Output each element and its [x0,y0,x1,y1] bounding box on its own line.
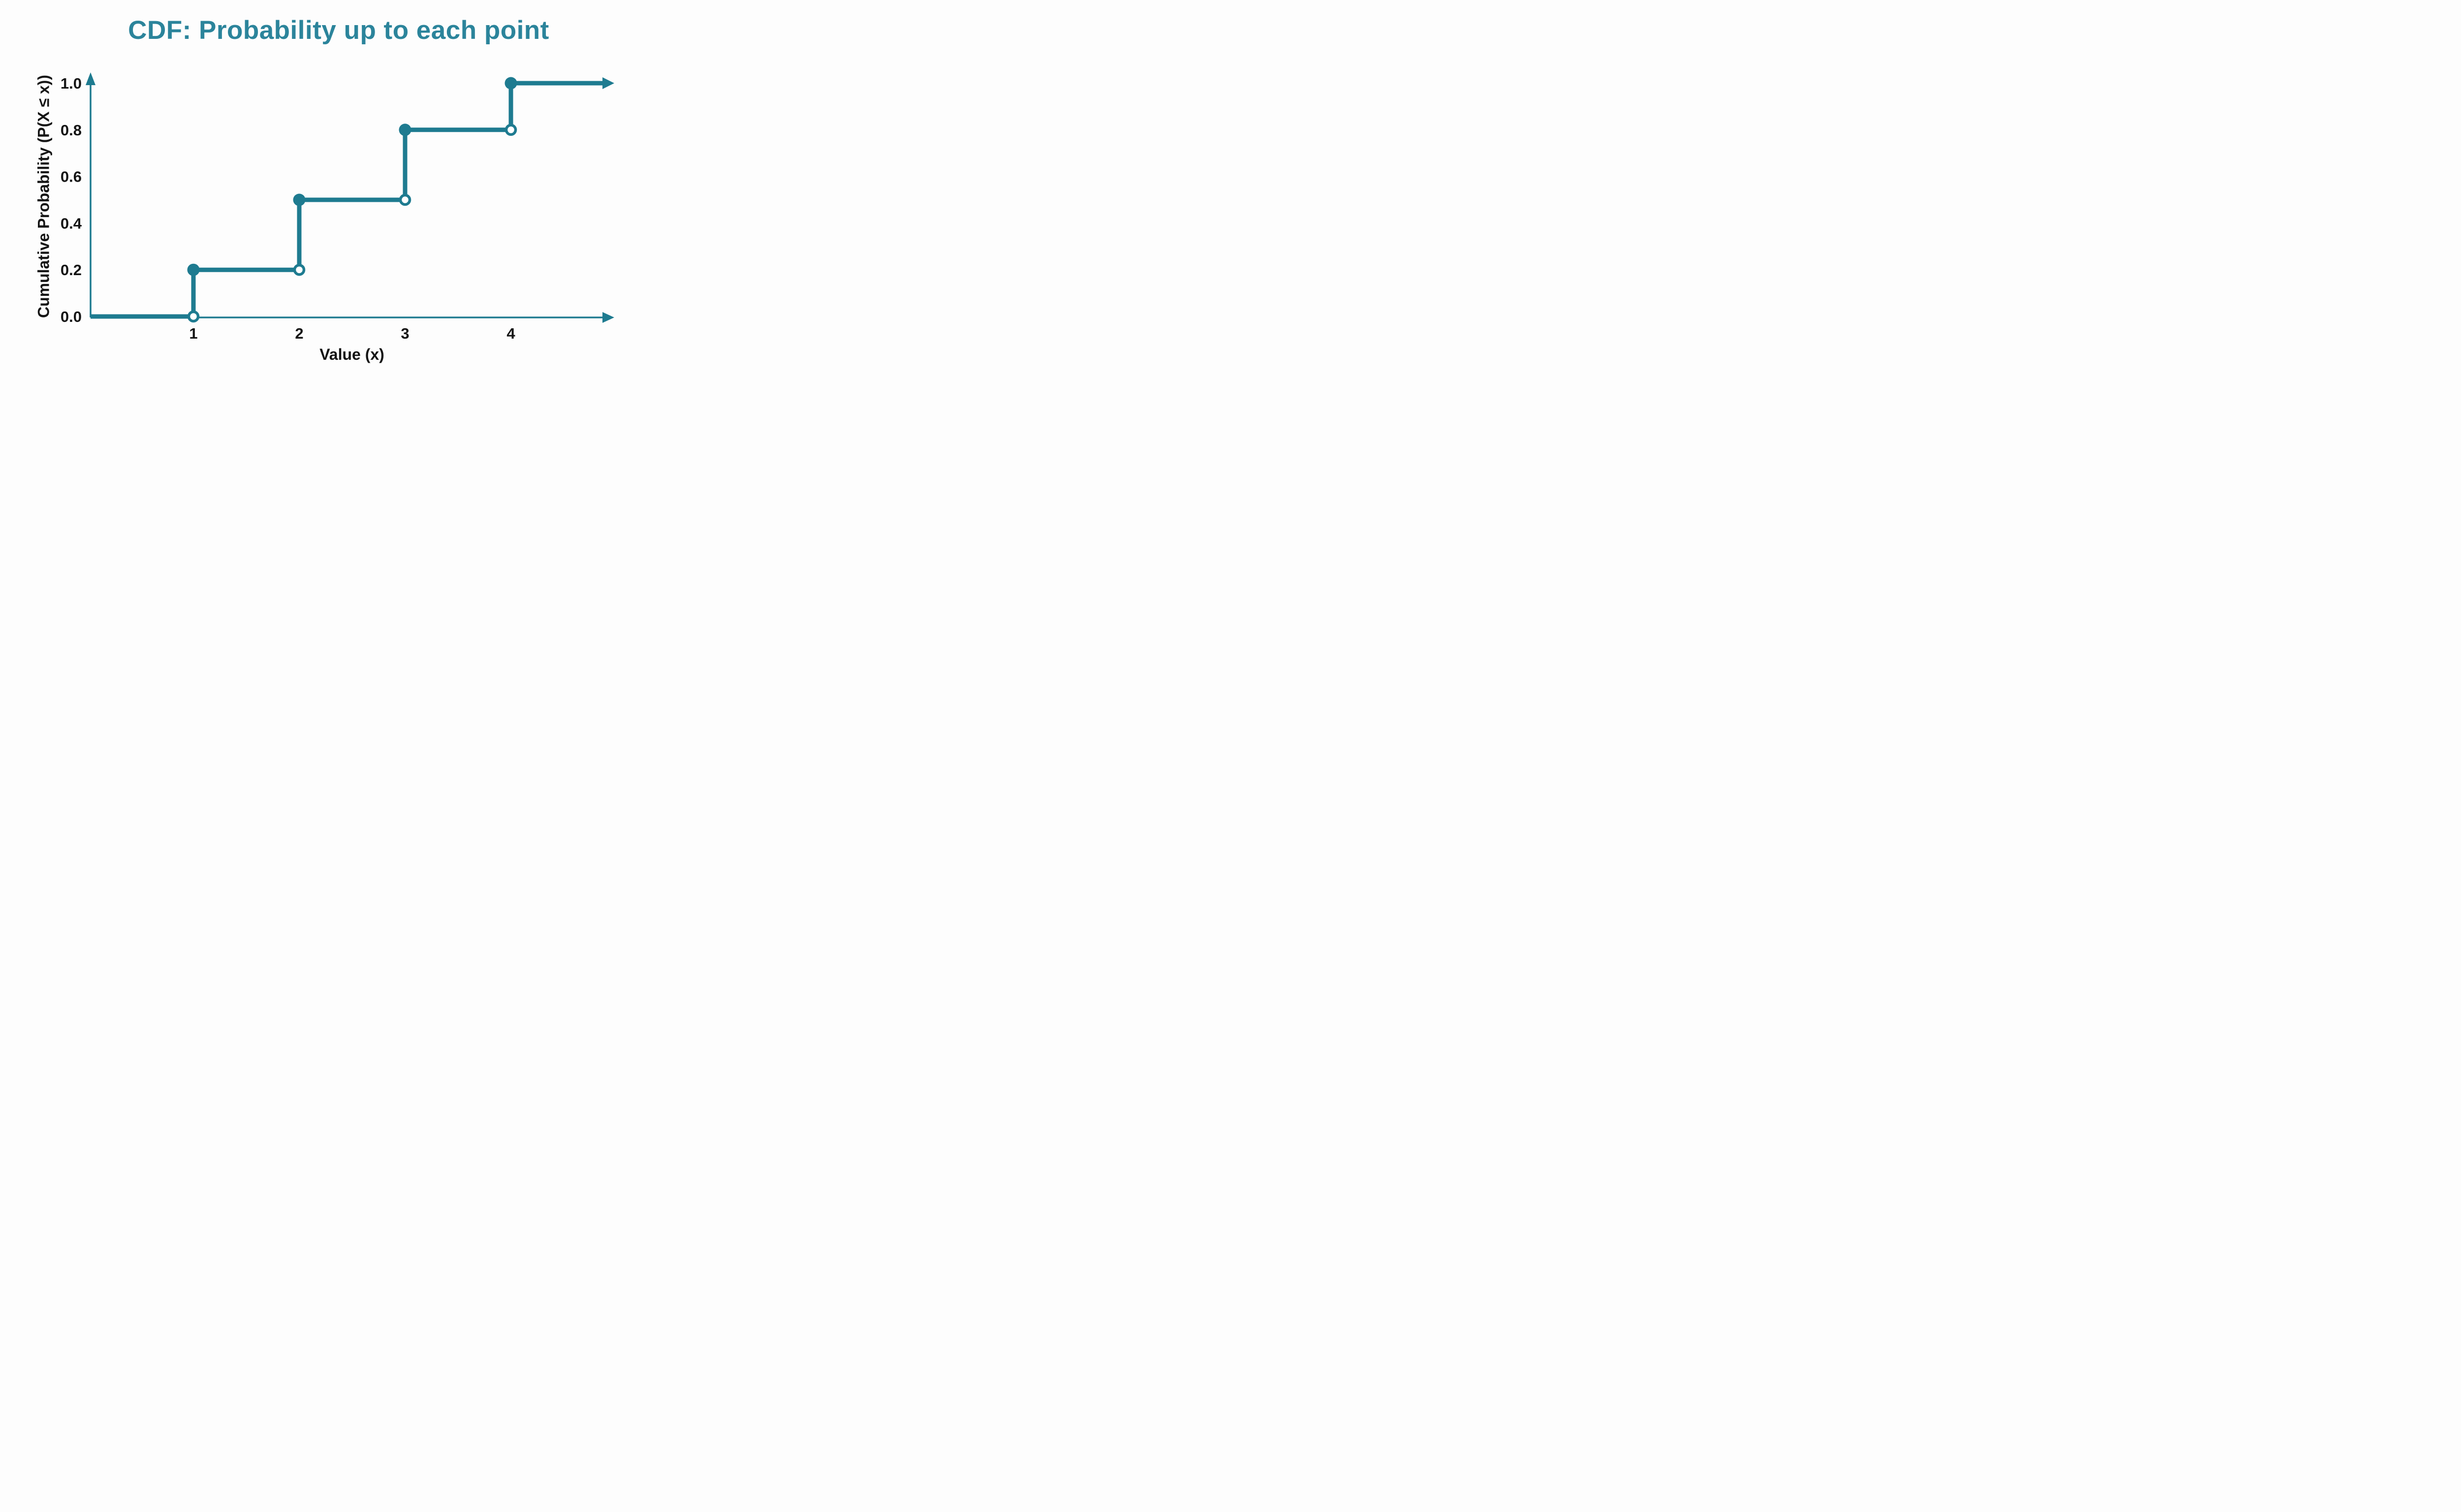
open-point-marker [505,124,517,136]
x-axis-arrowhead-icon [602,312,614,323]
cdf-step-line [91,81,603,319]
y-tick-label: 1.0 [61,75,82,92]
x-tick-label: 2 [295,325,303,342]
cdf-line-arrowhead-icon [602,77,614,89]
y-tick-label: 0.6 [61,168,82,186]
chart-title: CDF: Probability up to each point [128,16,549,45]
y-tick-label: 0.2 [61,261,82,279]
closed-point-marker [399,124,411,136]
open-point-marker [187,310,200,323]
x-tick-label: 1 [189,325,197,342]
y-axis-arrowhead-icon [86,72,95,85]
x-tick-label: 3 [401,325,409,342]
x-tick-label: 4 [506,325,515,342]
cdf-figure: CDF: Probability up to each point Cumula… [0,0,677,378]
open-point-marker [399,193,411,206]
closed-point-marker [187,263,200,276]
closed-point-marker [293,193,306,206]
open-point-marker [293,263,306,276]
cdf-plot: 0.0 0.2 0.4 0.6 0.8 1.0 1 2 3 4 [61,72,614,342]
y-tick-label: 0.4 [61,215,82,232]
x-axis-label: Value (x) [319,346,384,363]
y-tick-label: 0.8 [61,122,82,139]
closed-point-marker [505,77,517,90]
y-tick-label: 0.0 [61,308,82,325]
